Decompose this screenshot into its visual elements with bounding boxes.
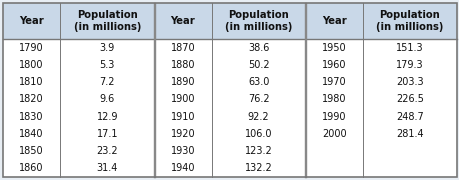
Text: 38.6: 38.6: [247, 43, 269, 53]
Text: 63.0: 63.0: [247, 77, 269, 87]
Text: Year: Year: [321, 16, 346, 26]
Text: 226.5: 226.5: [395, 94, 423, 104]
Text: 1820: 1820: [19, 94, 44, 104]
Text: 1930: 1930: [170, 146, 195, 156]
Text: 151.3: 151.3: [395, 43, 423, 53]
Text: 1860: 1860: [19, 163, 44, 173]
Bar: [3, 3, 456, 39]
Text: 1950: 1950: [321, 43, 346, 53]
Text: 1830: 1830: [19, 112, 44, 122]
Text: 23.2: 23.2: [96, 146, 118, 156]
Text: 1920: 1920: [170, 129, 195, 139]
Text: 248.7: 248.7: [395, 112, 423, 122]
Text: 3.9: 3.9: [100, 43, 115, 53]
Text: 9.6: 9.6: [100, 94, 115, 104]
Text: 1890: 1890: [170, 77, 195, 87]
Text: 1980: 1980: [321, 94, 346, 104]
Bar: [3, 39, 456, 177]
Text: 132.2: 132.2: [244, 163, 272, 173]
Text: 1870: 1870: [170, 43, 195, 53]
Text: 1840: 1840: [19, 129, 44, 139]
Text: 179.3: 179.3: [395, 60, 423, 70]
Text: 1960: 1960: [321, 60, 346, 70]
Text: 76.2: 76.2: [247, 94, 269, 104]
Text: 1810: 1810: [19, 77, 44, 87]
Text: Population
(in millions): Population (in millions): [224, 10, 292, 32]
Text: 1850: 1850: [19, 146, 44, 156]
Text: Population
(in millions): Population (in millions): [375, 10, 443, 32]
Text: 1900: 1900: [170, 94, 195, 104]
Text: 1790: 1790: [19, 43, 44, 53]
Text: 281.4: 281.4: [395, 129, 423, 139]
Text: Year: Year: [170, 16, 195, 26]
Text: Year: Year: [19, 16, 44, 26]
Text: 203.3: 203.3: [395, 77, 423, 87]
Text: 31.4: 31.4: [96, 163, 118, 173]
Text: 1940: 1940: [170, 163, 195, 173]
Text: Population
(in millions): Population (in millions): [73, 10, 141, 32]
Text: 17.1: 17.1: [96, 129, 118, 139]
Text: 123.2: 123.2: [244, 146, 272, 156]
Text: 12.9: 12.9: [96, 112, 118, 122]
Text: 1970: 1970: [321, 77, 346, 87]
Text: 5.3: 5.3: [100, 60, 115, 70]
Text: 2000: 2000: [321, 129, 346, 139]
Text: 1910: 1910: [170, 112, 195, 122]
Text: 106.0: 106.0: [244, 129, 272, 139]
Text: 1800: 1800: [19, 60, 44, 70]
Text: 50.2: 50.2: [247, 60, 269, 70]
Text: 7.2: 7.2: [99, 77, 115, 87]
Text: 1990: 1990: [321, 112, 346, 122]
Text: 1880: 1880: [170, 60, 195, 70]
Text: 92.2: 92.2: [247, 112, 269, 122]
